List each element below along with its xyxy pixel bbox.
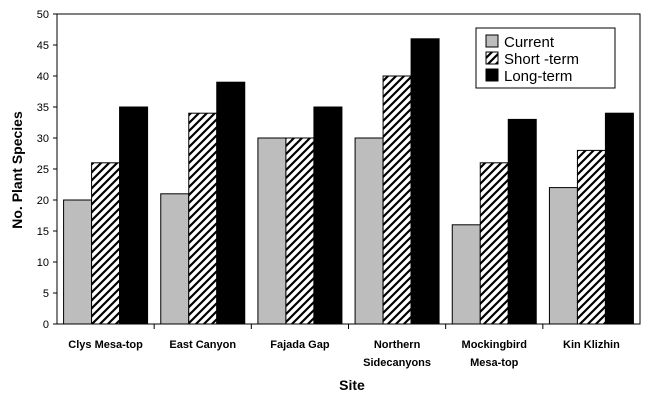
bar-current-2 bbox=[257, 137, 287, 325]
legend-swatch bbox=[485, 51, 499, 65]
x-category-label: East Canyon bbox=[169, 339, 236, 351]
bar-short-term-2 bbox=[285, 137, 315, 325]
y-tick-label: 0 bbox=[43, 319, 49, 331]
y-tick-label: 40 bbox=[37, 71, 49, 83]
bar-current-5 bbox=[548, 187, 578, 325]
legend-label: Current bbox=[504, 34, 555, 51]
y-tick-label: 15 bbox=[37, 226, 49, 238]
bar-long-term-1 bbox=[216, 81, 246, 325]
legend-swatch bbox=[485, 68, 499, 82]
bar-current-1 bbox=[160, 193, 190, 325]
y-axis-title: No. Plant Species bbox=[9, 111, 25, 229]
y-tick-label: 5 bbox=[43, 288, 49, 300]
bar-long-term-2 bbox=[313, 106, 343, 325]
bar-short-term-0 bbox=[91, 162, 121, 325]
bar-current-4 bbox=[451, 224, 481, 325]
y-tick-label: 30 bbox=[37, 133, 49, 145]
bar-short-term-4 bbox=[479, 162, 509, 325]
bar-long-term-3 bbox=[410, 38, 440, 325]
bar-short-term-1 bbox=[188, 112, 218, 325]
bar-current-0 bbox=[63, 199, 93, 325]
x-category-label: Northern Sidecanyons bbox=[363, 339, 431, 369]
y-tick-label: 35 bbox=[37, 102, 49, 114]
x-category-label: Kin Klizhin bbox=[563, 339, 620, 351]
bar-long-term-5 bbox=[604, 112, 634, 325]
bar-current-3 bbox=[354, 137, 384, 325]
bar-long-term-4 bbox=[507, 118, 537, 325]
bar-long-term-0 bbox=[119, 106, 149, 325]
legend-label: Long-term bbox=[504, 68, 572, 85]
legend-box bbox=[475, 27, 616, 89]
legend-label: Short -term bbox=[504, 51, 579, 68]
y-tick-label: 25 bbox=[37, 164, 49, 176]
x-axis-title: Site bbox=[339, 377, 365, 393]
bar-short-term-3 bbox=[382, 75, 412, 325]
bar-short-term-5 bbox=[576, 149, 606, 325]
y-tick-label: 45 bbox=[37, 40, 49, 52]
x-category-label: Mockingbird Mesa-top bbox=[462, 339, 527, 369]
x-category-label: Clys Mesa-top bbox=[68, 339, 143, 351]
legend-swatch bbox=[485, 34, 499, 48]
x-category-label: Fajada Gap bbox=[270, 339, 330, 351]
y-tick-label: 10 bbox=[37, 257, 49, 269]
y-tick-label: 50 bbox=[37, 9, 49, 21]
y-tick-label: 20 bbox=[37, 195, 49, 207]
plot-area: 0 5 10 15 20 25 30 35 40 45 50 Clys Mesa-top East Ca… bbox=[37, 9, 641, 369]
